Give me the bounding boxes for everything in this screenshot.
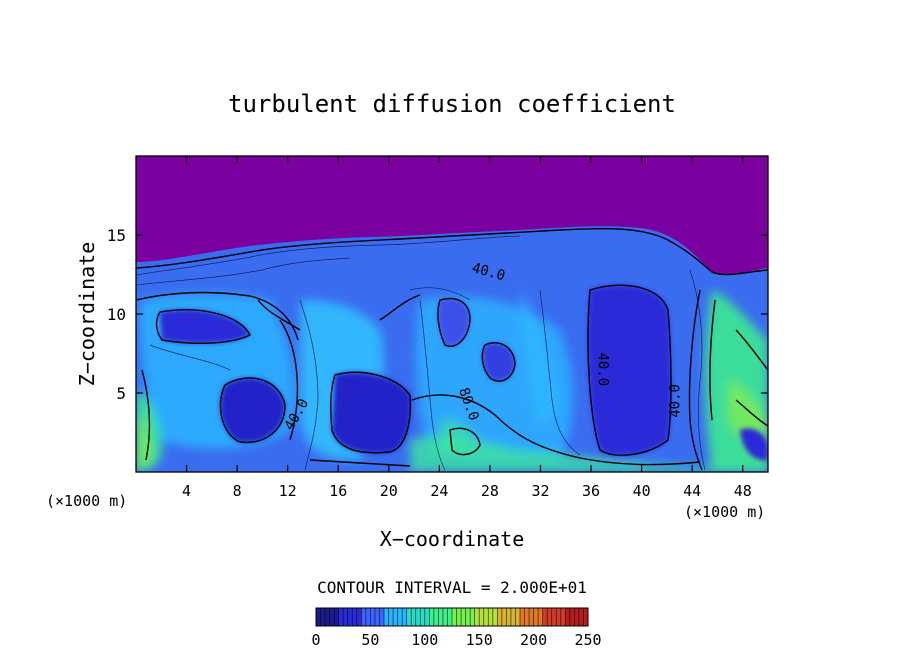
x-unit-right: (×1000 m) bbox=[684, 503, 765, 521]
x-axis-label: X−coordinate bbox=[380, 527, 525, 551]
green-region bbox=[440, 419, 475, 452]
contour-line bbox=[136, 291, 299, 341]
colorbar-tick-label: 150 bbox=[466, 631, 493, 649]
vortex-core bbox=[160, 309, 250, 344]
green-region bbox=[136, 410, 152, 470]
x-tick-label: 36 bbox=[582, 482, 600, 500]
contour-line bbox=[257, 299, 301, 331]
colorbar-band bbox=[384, 608, 408, 626]
contour-line bbox=[219, 377, 286, 444]
y-tick-label: 15 bbox=[107, 226, 126, 245]
colorbar-band bbox=[338, 608, 362, 626]
x-tick-label: 4 bbox=[182, 482, 191, 500]
colorbar-tick-label: 200 bbox=[520, 631, 547, 649]
contour-line bbox=[587, 284, 672, 456]
x-axis: 4 8 12 16 20 24 28 32 36 40 44 48 bbox=[182, 156, 752, 500]
x-tick-label: 44 bbox=[683, 482, 701, 500]
colorbar-ticks: 0 50 100 150 200 250 bbox=[311, 631, 601, 649]
colorbar-band bbox=[361, 608, 385, 626]
contour-label: 40.0 bbox=[668, 384, 684, 418]
y-tick-label: 10 bbox=[107, 305, 126, 324]
colorbar-band bbox=[565, 608, 589, 626]
colorbar-band bbox=[474, 608, 498, 626]
vortex-core bbox=[588, 285, 671, 456]
contour-line bbox=[735, 399, 768, 427]
contour-line bbox=[449, 427, 481, 456]
x-tick-label: 28 bbox=[481, 482, 499, 500]
colorbar-tick-label: 100 bbox=[411, 631, 438, 649]
x-tick-label: 12 bbox=[279, 482, 297, 500]
contour-interval-caption: CONTOUR INTERVAL = 2.000E+01 bbox=[317, 578, 587, 597]
vortex-core bbox=[482, 342, 515, 382]
contour-line bbox=[309, 459, 411, 467]
contour-line bbox=[136, 227, 768, 276]
x-unit-left: (×1000 m) bbox=[46, 492, 127, 510]
x-tick-label: 48 bbox=[734, 482, 752, 500]
contour-line bbox=[330, 371, 412, 454]
colorbar-tick-label: 250 bbox=[574, 631, 601, 649]
y-axis-label: Z−coordinate bbox=[75, 242, 99, 387]
contour-lines bbox=[136, 227, 768, 471]
colorbar-band bbox=[542, 608, 566, 626]
colorbar-band bbox=[429, 608, 453, 626]
x-tick-label: 16 bbox=[329, 482, 347, 500]
colorbar-band bbox=[497, 608, 521, 626]
vortex-core bbox=[437, 298, 470, 347]
contour-line bbox=[279, 319, 299, 441]
contour-line bbox=[688, 289, 703, 471]
contour-label: 40.0 bbox=[595, 352, 611, 386]
x-tick-label: 24 bbox=[430, 482, 448, 500]
colorbar-band bbox=[520, 608, 544, 626]
x-tick-label: 8 bbox=[233, 482, 242, 500]
contour-line bbox=[437, 297, 471, 347]
colorbar-frame bbox=[315, 607, 589, 627]
vortex-core bbox=[220, 377, 285, 443]
contour-line bbox=[709, 299, 716, 421]
x-tick-label: 40 bbox=[633, 482, 651, 500]
y-tick-label: 5 bbox=[116, 384, 126, 403]
heatmap-field bbox=[136, 156, 768, 472]
contour-line bbox=[379, 294, 421, 321]
chart-title: turbulent diffusion coefficient bbox=[228, 90, 676, 118]
colorbar-tick-label: 0 bbox=[311, 631, 320, 649]
contour-line bbox=[155, 309, 251, 344]
x-tick-label: 32 bbox=[531, 482, 549, 500]
colorbar-band bbox=[452, 608, 476, 626]
colorbar bbox=[315, 607, 589, 627]
colorbar-band bbox=[316, 608, 340, 626]
contour-line bbox=[735, 329, 768, 371]
colorbar-band bbox=[406, 608, 430, 626]
contour-line bbox=[411, 394, 701, 466]
secondary-contours bbox=[136, 235, 706, 471]
vortex-core bbox=[740, 428, 768, 461]
x-tick-label: 20 bbox=[380, 482, 398, 500]
vortex-core bbox=[332, 372, 411, 453]
colorbar-tick-label: 50 bbox=[361, 631, 379, 649]
green-region bbox=[410, 435, 768, 472]
y-axis: 5 10 15 bbox=[107, 226, 768, 403]
contour-line bbox=[481, 342, 516, 382]
contour-line bbox=[141, 369, 151, 461]
cyan-region bbox=[520, 290, 560, 424]
